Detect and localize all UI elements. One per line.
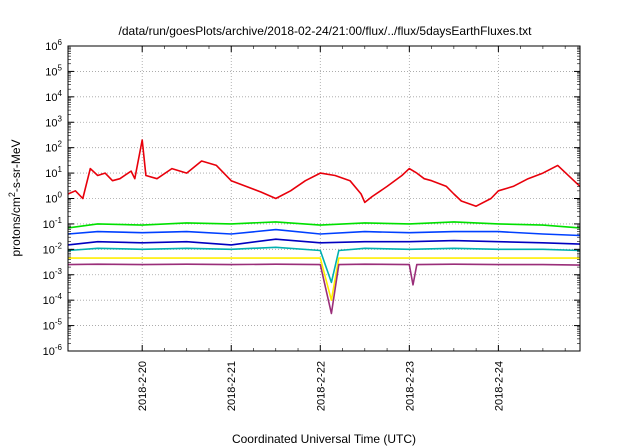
y-tick-label-exp: -4 bbox=[55, 292, 63, 301]
x-tick-label: 2018-2-23 bbox=[404, 361, 416, 411]
y-tick-label-exp: 5 bbox=[58, 63, 63, 72]
series-line-2 bbox=[67, 221, 581, 229]
y-tick-label-exp: -6 bbox=[55, 343, 63, 352]
y-axis-label-sup: 2 bbox=[7, 192, 17, 197]
y-tick-label-base: 10 bbox=[43, 295, 55, 307]
y-tick-label-exp: 6 bbox=[58, 38, 63, 47]
y-tick-label: 10-1 bbox=[43, 216, 63, 231]
series-line-5 bbox=[67, 246, 581, 284]
y-axis-label-base: protons/cm bbox=[9, 197, 23, 256]
y-axis-label: protons/cm2-s-sr-MeV bbox=[7, 139, 23, 256]
y-axis-label-rest: -s-sr-MeV bbox=[9, 139, 23, 192]
chart-title: /data/run/goesPlots/archive/2018-02-24/2… bbox=[119, 24, 533, 38]
y-tick-label-base: 10 bbox=[45, 117, 57, 129]
series-line-3 bbox=[67, 228, 581, 237]
y-tick-label: 10-3 bbox=[43, 267, 63, 282]
series-line-1 bbox=[67, 139, 581, 207]
series-layer bbox=[67, 139, 581, 315]
y-tick-label-exp: 4 bbox=[58, 89, 63, 98]
y-tick-label-base: 10 bbox=[43, 346, 55, 358]
y-tick-label: 10-2 bbox=[43, 241, 63, 256]
y-tick-label-base: 10 bbox=[43, 321, 55, 333]
y-tick-label-base: 10 bbox=[43, 244, 55, 256]
y-tick-label: 103 bbox=[45, 114, 62, 129]
y-tick-label-exp: 1 bbox=[58, 165, 63, 174]
y-tick-label: 104 bbox=[45, 89, 62, 104]
y-tick-label: 106 bbox=[45, 38, 62, 53]
y-tick-label-base: 10 bbox=[43, 219, 55, 231]
y-axis-ticks: 10610510410310210110010-110-210-310-410-… bbox=[43, 38, 580, 358]
y-tick-label: 102 bbox=[45, 140, 62, 155]
y-tick-label-exp: 0 bbox=[58, 191, 63, 200]
y-tick-label-base: 10 bbox=[45, 41, 57, 53]
y-tick-label-exp: -5 bbox=[55, 318, 63, 327]
series-line-6 bbox=[68, 257, 580, 301]
x-axis-label: Coordinated Universal Time (UTC) bbox=[232, 432, 416, 446]
y-tick-label-base: 10 bbox=[45, 66, 57, 78]
x-tick-label: 2018-2-21 bbox=[226, 361, 238, 411]
y-tick-label-exp: 2 bbox=[58, 140, 63, 149]
y-tick-label-base: 10 bbox=[43, 270, 55, 282]
y-tick-label-base: 10 bbox=[45, 92, 57, 104]
y-tick-label: 100 bbox=[45, 191, 62, 206]
y-tick-label: 10-6 bbox=[43, 343, 63, 358]
y-tick-label: 105 bbox=[45, 63, 62, 78]
x-tick-label: 2018-2-20 bbox=[137, 361, 149, 411]
x-tick-label: 2018-2-22 bbox=[315, 361, 327, 411]
y-tick-label-base: 10 bbox=[45, 194, 57, 206]
y-tick-label-exp: 3 bbox=[58, 114, 63, 123]
y-tick-label-exp: -3 bbox=[55, 267, 63, 276]
x-axis-ticks: 2018-2-20 2018-2-21 2018-2-22 2018-2-23 2018… bbox=[137, 46, 566, 411]
y-tick-label: 101 bbox=[45, 165, 62, 180]
y-tick-label: 10-5 bbox=[43, 318, 63, 333]
series-line-7 bbox=[67, 263, 581, 315]
y-tick-label-exp: -1 bbox=[55, 216, 63, 225]
gridlines bbox=[68, 46, 580, 351]
series-line-4 bbox=[67, 238, 581, 246]
y-tick-label-base: 10 bbox=[45, 168, 57, 180]
x-tick-label: 2018-2-24 bbox=[493, 361, 505, 411]
y-tick-label-exp: -2 bbox=[55, 241, 63, 250]
y-tick-label-base: 10 bbox=[45, 143, 57, 155]
y-tick-label: 10-4 bbox=[43, 292, 63, 307]
